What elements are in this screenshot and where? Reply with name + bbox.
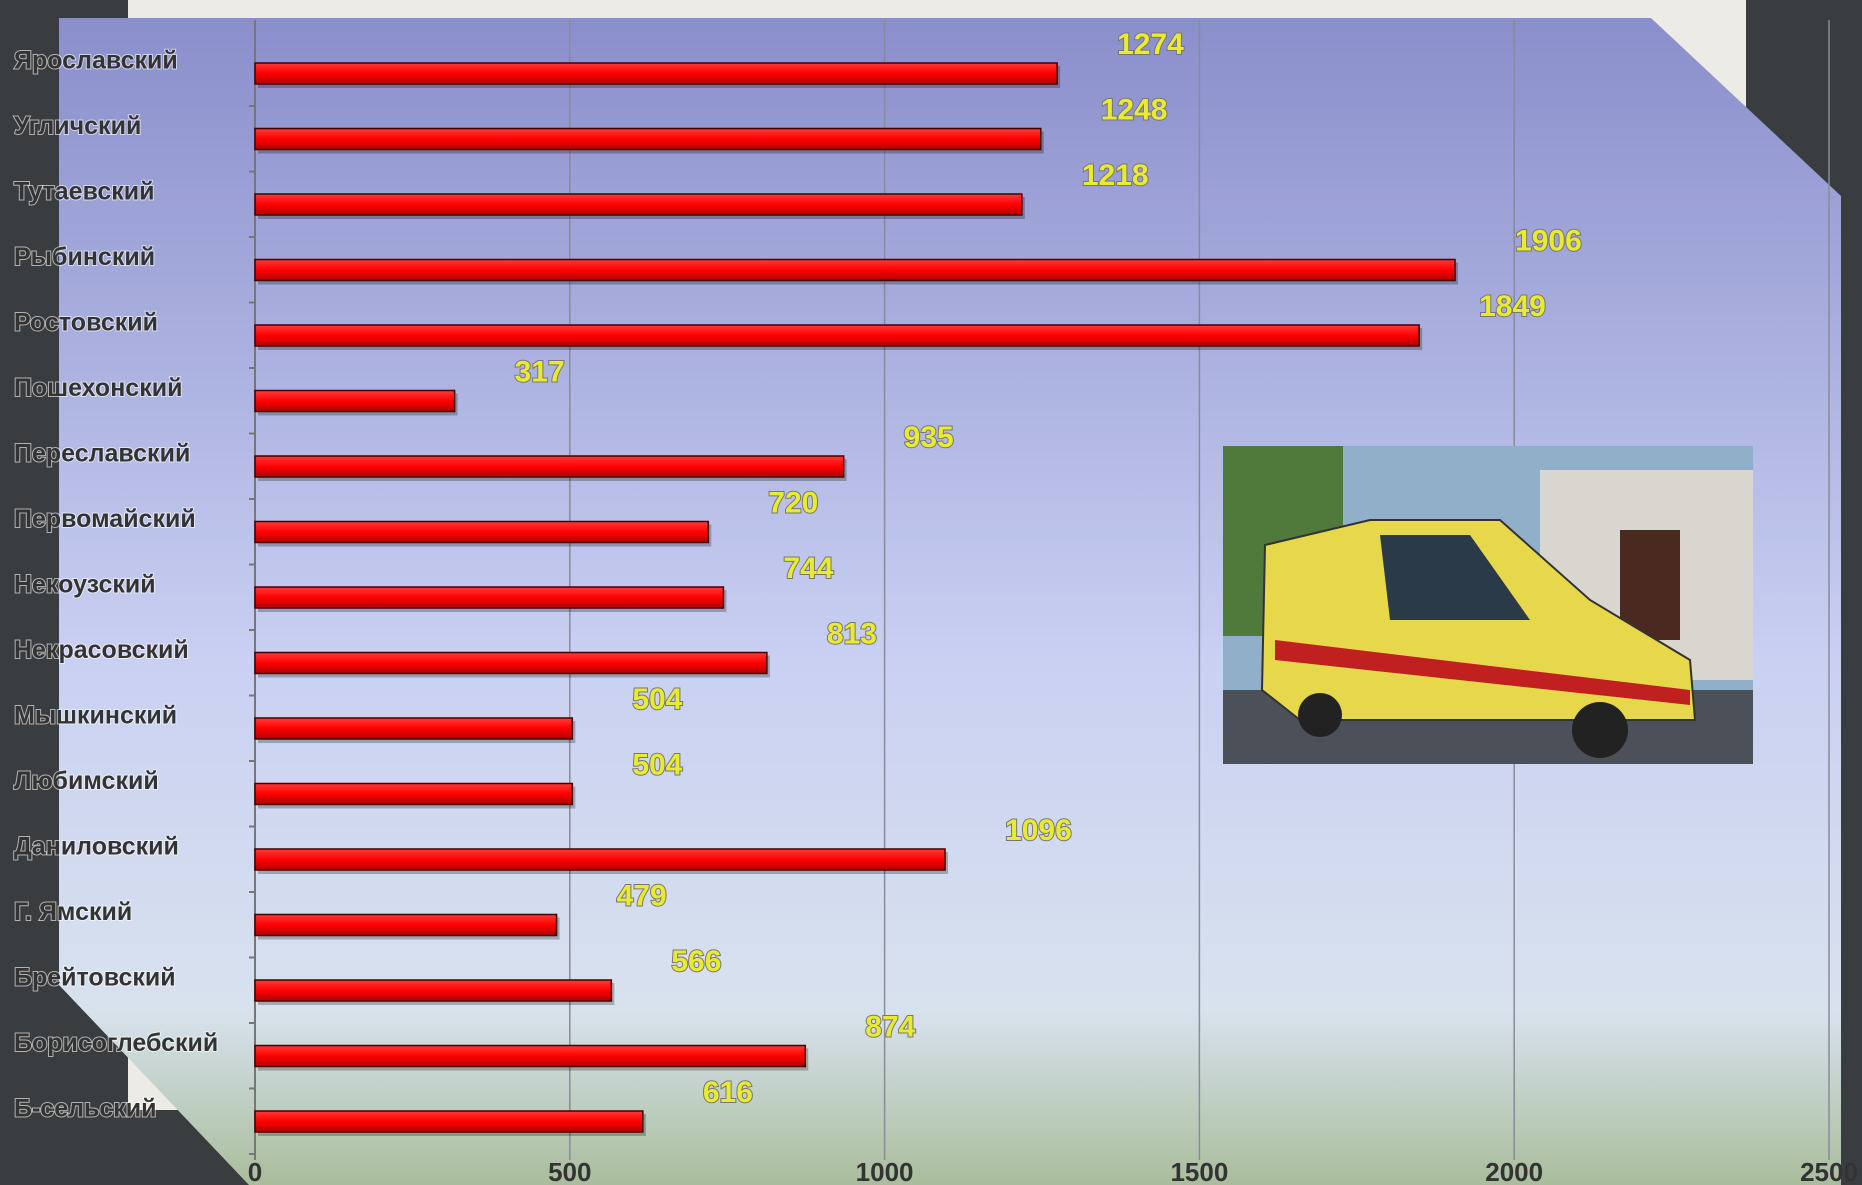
x-tick-label: 1000: [856, 1157, 914, 1185]
value-label: 935: [904, 421, 954, 454]
bar: [254, 913, 558, 937]
value-label: 566: [671, 945, 721, 978]
value-label: 1218: [1082, 159, 1149, 192]
bar: [254, 848, 946, 871]
x-tick-label: 500: [548, 1157, 591, 1185]
y-tick-label: Тутаевский: [14, 178, 154, 206]
x-tick-label: 2500: [1800, 1157, 1858, 1185]
y-tick-label: Даниловский: [14, 833, 179, 861]
y-tick-label: Первомайский: [14, 505, 196, 533]
bar: [254, 717, 574, 740]
value-label: 504: [632, 748, 682, 781]
y-tick-label: Любимский: [14, 767, 159, 795]
y-tick-label: Ярославский: [14, 47, 178, 75]
x-tick-label: 0: [248, 1157, 262, 1185]
panel: [59, 18, 1841, 1185]
bar: [254, 258, 1456, 282]
y-tick-label: Некрасовский: [14, 636, 189, 664]
value-label: 317: [515, 355, 565, 388]
value-label: 479: [617, 879, 667, 912]
bar: [254, 1110, 644, 1133]
bar: [254, 586, 725, 609]
x-tick-label: 2000: [1485, 1157, 1543, 1185]
value-label: 504: [632, 683, 682, 716]
y-tick-label: Угличский: [14, 112, 141, 140]
value-label: 616: [703, 1076, 753, 1109]
y-tick-label: Мышкинский: [14, 702, 177, 730]
y-tick-label: Ростовский: [14, 309, 158, 337]
x-tick-label: 1500: [1170, 1157, 1228, 1185]
value-label: 744: [783, 552, 833, 585]
bar: [254, 193, 1023, 216]
bar: [254, 782, 574, 806]
y-tick-label: Некоузский: [14, 571, 156, 599]
value-label: 1274: [1117, 28, 1184, 61]
photo: [1223, 446, 1753, 764]
bar: [254, 979, 613, 1002]
bar: [254, 1044, 807, 1068]
bar: [254, 520, 710, 544]
y-tick-label: Рыбинский: [14, 243, 155, 271]
value-label: 1096: [1005, 814, 1072, 847]
bar: [254, 62, 1058, 85]
bar: [254, 127, 1042, 151]
value-label: 1906: [1515, 224, 1582, 257]
value-label: 1248: [1101, 93, 1168, 126]
y-tick-label: Борисоглебский: [14, 1029, 218, 1057]
y-tick-label: Б-сельский: [14, 1095, 157, 1123]
value-label: 720: [768, 486, 818, 519]
y-tick-label: Пошехонский: [14, 374, 182, 402]
y-tick-label: Г. Ямский: [14, 898, 132, 926]
bar: [254, 455, 845, 478]
value-label: 813: [827, 617, 877, 650]
value-label: 1849: [1479, 290, 1546, 323]
y-tick-label: Брейтовский: [14, 964, 176, 992]
bar: [254, 651, 768, 675]
bar: [254, 389, 456, 413]
bar: [254, 324, 1420, 347]
y-tick-label: Переславский: [14, 440, 190, 468]
value-label: 874: [865, 1010, 915, 1043]
